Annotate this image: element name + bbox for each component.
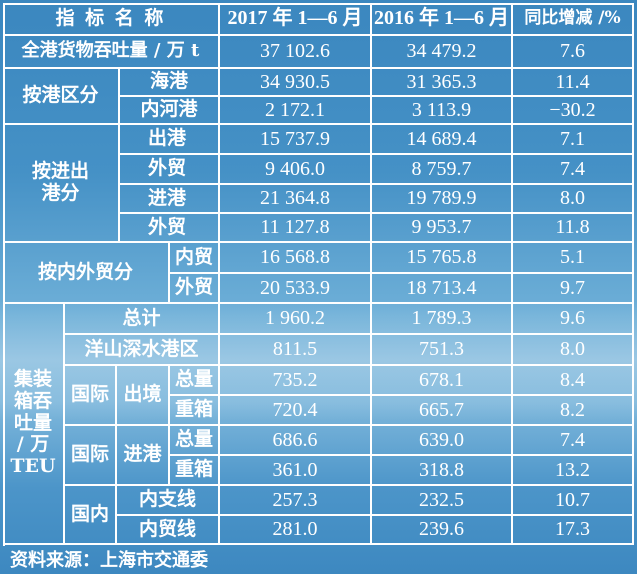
foreign-2016: 18 713.4 [372, 274, 513, 304]
header-2016: 2016 年 1—6 月 [372, 3, 513, 36]
foreign-label: 外贸 [170, 274, 220, 304]
total-label: 全港货物吞吐量 / 万 t [3, 36, 220, 69]
intl-in-total-2016: 639.0 [372, 426, 513, 456]
dom-trade-label: 内贸线 [117, 516, 220, 545]
out-foreign-2016: 8 759.7 [372, 155, 513, 185]
header-indicator: 指 标 名 称 [3, 3, 220, 36]
teu-label: 集装箱吞吐量 / 万 TEU [3, 304, 65, 545]
header-yoy: 同比增减 /% [513, 3, 634, 36]
in-foreign-yoy: 11.8 [513, 214, 634, 243]
out-2017: 15 737.9 [220, 125, 372, 155]
intl-in-total-2017: 686.6 [220, 426, 372, 456]
yangshan-yoy: 8.0 [513, 335, 634, 366]
intl-out-heavy-2017: 720.4 [220, 396, 372, 426]
intl-in-total-label: 总量 [170, 426, 220, 456]
sea-2017: 34 930.5 [220, 69, 372, 97]
in-foreign-2016: 9 953.7 [372, 214, 513, 243]
intl-out-heavy-yoy: 8.2 [513, 396, 634, 426]
out-2016: 14 689.4 [372, 125, 513, 155]
teu-total-2016: 1 789.3 [372, 304, 513, 335]
domestic-2017: 16 568.8 [220, 243, 372, 274]
header-2017: 2017 年 1—6 月 [220, 3, 372, 36]
total-2016: 34 479.2 [372, 36, 513, 69]
yangshan-2016: 751.3 [372, 335, 513, 366]
intl-out-label: 国际 [65, 366, 117, 426]
intl-in-dir-label: 进港 [117, 426, 170, 486]
intl-in-heavy-yoy: 13.2 [513, 456, 634, 486]
in-foreign-label: 外贸 [120, 214, 220, 243]
domestic-2016: 15 765.8 [372, 243, 513, 274]
dom-trade-2016: 239.6 [372, 516, 513, 545]
dom-trade-2017: 281.0 [220, 516, 372, 545]
out-label: 出港 [120, 125, 220, 155]
by-port-label: 按港区分 [3, 69, 120, 125]
teu-total-label: 总计 [65, 304, 220, 335]
intl-out-dir-label: 出境 [117, 366, 170, 426]
total-yoy: 7.6 [513, 36, 634, 69]
source-note: 资料来源：上海市交通委 [10, 550, 208, 571]
river-2016: 3 113.9 [372, 97, 513, 125]
intl-out-total-2017: 735.2 [220, 366, 372, 396]
river-2017: 2 172.1 [220, 97, 372, 125]
inout-label: 按进出港分 [3, 125, 120, 243]
teu-total-2017: 1 960.2 [220, 304, 372, 335]
out-foreign-label: 外贸 [120, 155, 220, 185]
in-yoy: 8.0 [513, 185, 634, 214]
intl-out-total-yoy: 8.4 [513, 366, 634, 396]
intl-out-total-label: 总量 [170, 366, 220, 396]
river-label: 内河港 [120, 97, 220, 125]
in-foreign-2017: 11 127.8 [220, 214, 372, 243]
dom-branch-label: 内支线 [117, 486, 220, 516]
sea-yoy: 11.4 [513, 69, 634, 97]
intl-in-heavy-2017: 361.0 [220, 456, 372, 486]
in-2017: 21 364.8 [220, 185, 372, 214]
yangshan-2017: 811.5 [220, 335, 372, 366]
intl-in-heavy-label: 重箱 [170, 456, 220, 486]
dom-trade-yoy: 17.3 [513, 516, 634, 545]
intl-out-heavy-label: 重箱 [170, 396, 220, 426]
domestic-yoy: 5.1 [513, 243, 634, 274]
sea-2016: 31 365.3 [372, 69, 513, 97]
background-band [0, 300, 637, 420]
dom-branch-2017: 257.3 [220, 486, 372, 516]
intl-out-total-2016: 678.1 [372, 366, 513, 396]
trade-label: 按内外贸分 [3, 243, 170, 304]
foreign-2017: 20 533.9 [220, 274, 372, 304]
out-foreign-2017: 9 406.0 [220, 155, 372, 185]
yangshan-label: 洋山深水港区 [65, 335, 220, 366]
in-2016: 19 789.9 [372, 185, 513, 214]
foreign-yoy: 9.7 [513, 274, 634, 304]
sea-label: 海港 [120, 69, 220, 97]
out-yoy: 7.1 [513, 125, 634, 155]
teu-total-yoy: 9.6 [513, 304, 634, 335]
in-label: 进港 [120, 185, 220, 214]
intl-in-heavy-2016: 318.8 [372, 456, 513, 486]
river-yoy: −30.2 [513, 97, 634, 125]
dom-branch-yoy: 10.7 [513, 486, 634, 516]
dom-branch-2016: 232.5 [372, 486, 513, 516]
intl-in-label: 国际 [65, 426, 117, 486]
dom-label: 国内 [65, 486, 117, 545]
total-2017: 37 102.6 [220, 36, 372, 69]
intl-in-total-yoy: 7.4 [513, 426, 634, 456]
domestic-label: 内贸 [170, 243, 220, 274]
intl-out-heavy-2016: 665.7 [372, 396, 513, 426]
out-foreign-yoy: 7.4 [513, 155, 634, 185]
